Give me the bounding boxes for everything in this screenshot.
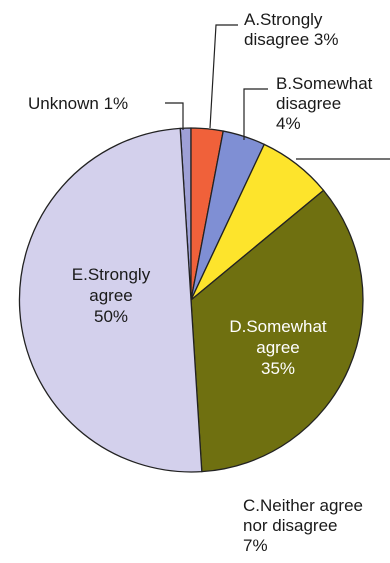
label-unknown: Unknown 1% bbox=[28, 94, 129, 113]
label-e: E.Strongly agree 50% bbox=[71, 265, 151, 326]
pie-slices bbox=[18, 127, 364, 473]
label-d: D.Somewhat agree 35% bbox=[229, 317, 327, 378]
label-b: B.Somewhat disagree 4% bbox=[276, 74, 373, 133]
leader-lines bbox=[165, 24, 390, 160]
leader-b bbox=[243, 88, 268, 140]
pie-slice-e bbox=[18, 127, 203, 473]
label-a: A.Strongly disagree 3% bbox=[244, 10, 339, 49]
leader-a bbox=[209, 24, 238, 129]
leader-unknown bbox=[165, 102, 184, 130]
label-c: C.Neither agree nor disagree 7% bbox=[243, 496, 364, 555]
leader-c bbox=[296, 158, 390, 160]
pie-slice-d bbox=[190, 189, 364, 473]
